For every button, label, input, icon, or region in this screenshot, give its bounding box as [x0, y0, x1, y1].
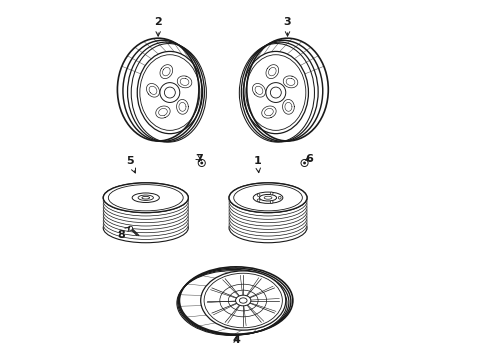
Ellipse shape: [103, 183, 188, 213]
Circle shape: [270, 201, 273, 203]
Ellipse shape: [236, 295, 251, 306]
Ellipse shape: [142, 197, 149, 199]
Ellipse shape: [266, 82, 286, 103]
Ellipse shape: [229, 213, 307, 243]
Ellipse shape: [264, 196, 272, 199]
Ellipse shape: [229, 193, 307, 222]
Text: 8: 8: [117, 227, 130, 240]
Ellipse shape: [103, 193, 188, 222]
Text: 2: 2: [154, 17, 162, 36]
Ellipse shape: [229, 210, 307, 239]
Circle shape: [278, 196, 281, 199]
Ellipse shape: [160, 82, 180, 103]
Circle shape: [257, 199, 260, 202]
Ellipse shape: [138, 195, 153, 201]
Ellipse shape: [201, 271, 286, 330]
Circle shape: [200, 162, 203, 165]
Circle shape: [198, 159, 205, 167]
Text: 3: 3: [284, 17, 292, 36]
Ellipse shape: [243, 51, 308, 134]
Circle shape: [128, 226, 133, 230]
Ellipse shape: [103, 206, 188, 236]
Ellipse shape: [229, 186, 307, 216]
Ellipse shape: [260, 194, 277, 201]
Text: 1: 1: [253, 156, 261, 172]
Circle shape: [257, 194, 260, 197]
Ellipse shape: [229, 196, 307, 226]
Ellipse shape: [229, 183, 307, 213]
Ellipse shape: [270, 87, 281, 98]
Ellipse shape: [103, 203, 188, 233]
Circle shape: [303, 162, 306, 165]
Ellipse shape: [229, 203, 307, 233]
Ellipse shape: [103, 196, 188, 226]
Ellipse shape: [103, 199, 188, 229]
Circle shape: [301, 159, 308, 167]
Ellipse shape: [103, 186, 188, 216]
Ellipse shape: [253, 192, 283, 203]
Ellipse shape: [229, 206, 307, 236]
Ellipse shape: [103, 189, 188, 219]
Text: 4: 4: [232, 335, 240, 345]
Text: 6: 6: [305, 154, 313, 164]
Text: 7: 7: [195, 154, 203, 164]
Ellipse shape: [132, 193, 159, 202]
Circle shape: [270, 192, 273, 195]
Ellipse shape: [165, 87, 175, 98]
Ellipse shape: [103, 210, 188, 239]
Text: 5: 5: [126, 156, 136, 173]
Ellipse shape: [229, 189, 307, 219]
Ellipse shape: [103, 213, 188, 243]
Ellipse shape: [229, 199, 307, 229]
Ellipse shape: [137, 51, 202, 134]
Ellipse shape: [240, 298, 247, 303]
